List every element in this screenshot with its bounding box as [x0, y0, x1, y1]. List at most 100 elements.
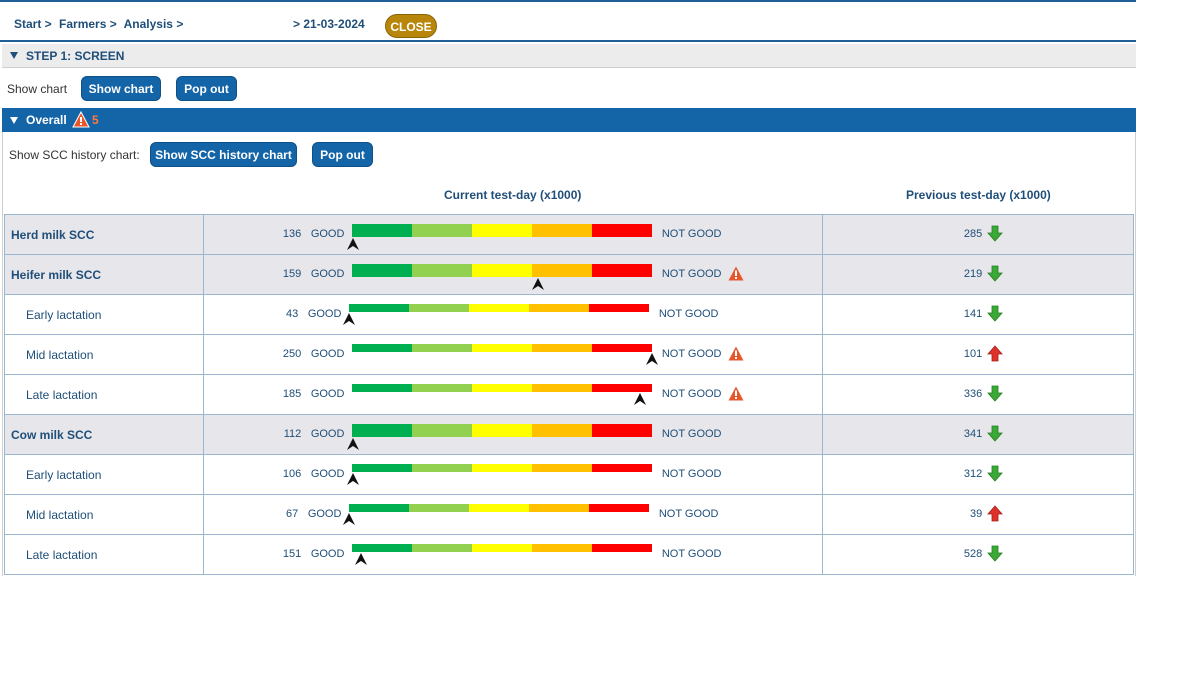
gauge-marker-icon — [342, 513, 355, 525]
scc-gauge-bar — [348, 304, 649, 312]
row-label-cell: Early lactation — [4, 454, 204, 495]
show-chart-button[interactable]: Show chart — [81, 76, 161, 101]
previous-value: 39 — [970, 508, 983, 520]
gauge-segment — [531, 464, 592, 472]
previous-value-cell: 341 — [822, 414, 1134, 455]
current-gauge-cell: 151 GOOD NOT GOOD — [202, 534, 824, 575]
trend-down-arrow-icon — [987, 545, 1004, 562]
previous-value: 336 — [963, 388, 983, 400]
gauge-marker-icon — [354, 553, 367, 565]
trend-down-arrow-icon — [987, 225, 1004, 242]
gauge-segment — [468, 504, 529, 512]
gauge-segment — [411, 464, 472, 472]
current-value: 67 — [286, 508, 299, 520]
row-label: Late lactation — [26, 388, 98, 402]
previous-value-cell: 312 — [822, 454, 1134, 495]
current-value: 159 — [282, 268, 302, 280]
not-good-label: NOT GOOD — [661, 388, 722, 400]
gauge-segment — [408, 304, 469, 312]
scc-gauge-bar — [351, 384, 652, 392]
breadcrumb-analysis[interactable]: Analysis > — [123, 17, 184, 31]
previous-value: 285 — [963, 228, 983, 240]
gauge-segment — [411, 544, 472, 552]
previous-value-cell: 336 — [822, 374, 1134, 415]
trend-down-arrow-icon — [987, 425, 1004, 442]
not-good-label: NOT GOOD — [661, 428, 722, 440]
scc-gauge-bar — [351, 464, 652, 472]
scc-pop-out-button[interactable]: Pop out — [312, 142, 373, 167]
current-gauge-cell: 185 GOOD NOT GOOD — [202, 374, 824, 415]
breadcrumb-farmers[interactable]: Farmers > — [59, 17, 117, 31]
gauge-segment — [531, 424, 592, 437]
trend-down-arrow-icon — [987, 465, 1004, 482]
gauge-segment — [471, 464, 532, 472]
current-gauge-cell: 67 GOOD NOT GOOD — [202, 494, 824, 535]
good-label: GOOD — [310, 428, 345, 440]
gauge-marker-icon — [347, 473, 360, 485]
gauge-segment — [351, 344, 412, 352]
gauge-segment — [351, 464, 412, 472]
row-label: Heifer milk SCC — [11, 268, 102, 282]
gauge-segment — [411, 384, 472, 392]
gauge-segment — [348, 304, 409, 312]
overall-header[interactable]: Overall 5 — [2, 108, 1136, 132]
current-value: 250 — [282, 348, 302, 360]
previous-value: 141 — [963, 308, 983, 320]
gauge-segment — [591, 384, 652, 392]
good-label: GOOD — [310, 388, 345, 400]
current-value: 112 — [283, 428, 302, 440]
current-value: 43 — [286, 308, 299, 320]
scc-gauge-bar — [351, 224, 652, 237]
current-test-day-header: Current test-day (x1000) — [444, 188, 582, 202]
gauge-segment — [528, 304, 589, 312]
gauge-segment — [351, 424, 412, 437]
warning-icon — [728, 386, 744, 401]
previous-value-cell: 285 — [822, 214, 1134, 255]
gauge-segment — [408, 504, 469, 512]
current-value: 185 — [282, 388, 302, 400]
table-row: Early lactation 106 GOOD NOT GOOD 312 — [4, 454, 1134, 495]
trend-down-arrow-icon — [987, 385, 1004, 402]
gauge-segment — [348, 504, 409, 512]
table-row: Heifer milk SCC 159 GOOD NOT GOOD 219 — [4, 254, 1134, 295]
previous-value: 528 — [963, 548, 983, 560]
good-label: GOOD — [310, 228, 345, 240]
row-label: Mid lactation — [26, 508, 94, 522]
gauge-segment — [528, 504, 589, 512]
overall-panel — [2, 132, 1136, 576]
step-header[interactable]: STEP 1: SCREEN — [2, 44, 1136, 68]
close-button[interactable]: CLOSE — [385, 14, 437, 38]
not-good-label: NOT GOOD — [661, 468, 722, 480]
not-good-label: NOT GOOD — [661, 548, 722, 560]
table-row: Herd milk SCC 136 GOOD NOT GOOD 285 — [4, 214, 1134, 255]
table-row: Late lactation 151 GOOD NOT GOOD 528 — [4, 534, 1134, 575]
scc-table: Herd milk SCC 136 GOOD NOT GOOD 285 Heifer mi… — [4, 214, 1134, 575]
table-row: Mid lactation 250 GOOD NOT GOOD 101 — [4, 334, 1134, 375]
table-row: Cow milk SCC 112 GOOD NOT GOOD 341 — [4, 414, 1134, 455]
previous-value: 219 — [963, 268, 983, 280]
pop-out-button[interactable]: Pop out — [176, 76, 237, 101]
gauge-segment — [351, 264, 412, 277]
gauge-segment — [531, 344, 592, 352]
row-label: Mid lactation — [26, 348, 94, 362]
row-label-cell: Mid lactation — [4, 334, 204, 375]
current-gauge-cell: 112 GOOD NOT GOOD — [202, 414, 824, 455]
previous-value-cell: 528 — [822, 534, 1134, 575]
gauge-segment — [531, 384, 592, 392]
test-date: > 21-03-2024 — [293, 17, 365, 31]
show-scc-history-chart-button[interactable]: Show SCC history chart — [150, 142, 297, 167]
row-label-cell: Late lactation — [4, 534, 204, 575]
scc-gauge-bar — [351, 424, 652, 437]
gauge-segment — [591, 424, 652, 437]
gauge-segment — [351, 544, 412, 552]
breadcrumb-start[interactable]: Start > — [14, 17, 52, 31]
current-value: 151 — [282, 548, 302, 560]
gauge-segment — [471, 344, 532, 352]
current-value: 136 — [282, 228, 302, 240]
warning-icon — [728, 266, 744, 281]
scc-history-label: Show SCC history chart: — [9, 148, 140, 162]
gauge-segment — [531, 224, 592, 237]
current-gauge-cell: 159 GOOD NOT GOOD — [202, 254, 824, 295]
gauge-segment — [471, 264, 532, 277]
gauge-segment — [411, 424, 472, 437]
